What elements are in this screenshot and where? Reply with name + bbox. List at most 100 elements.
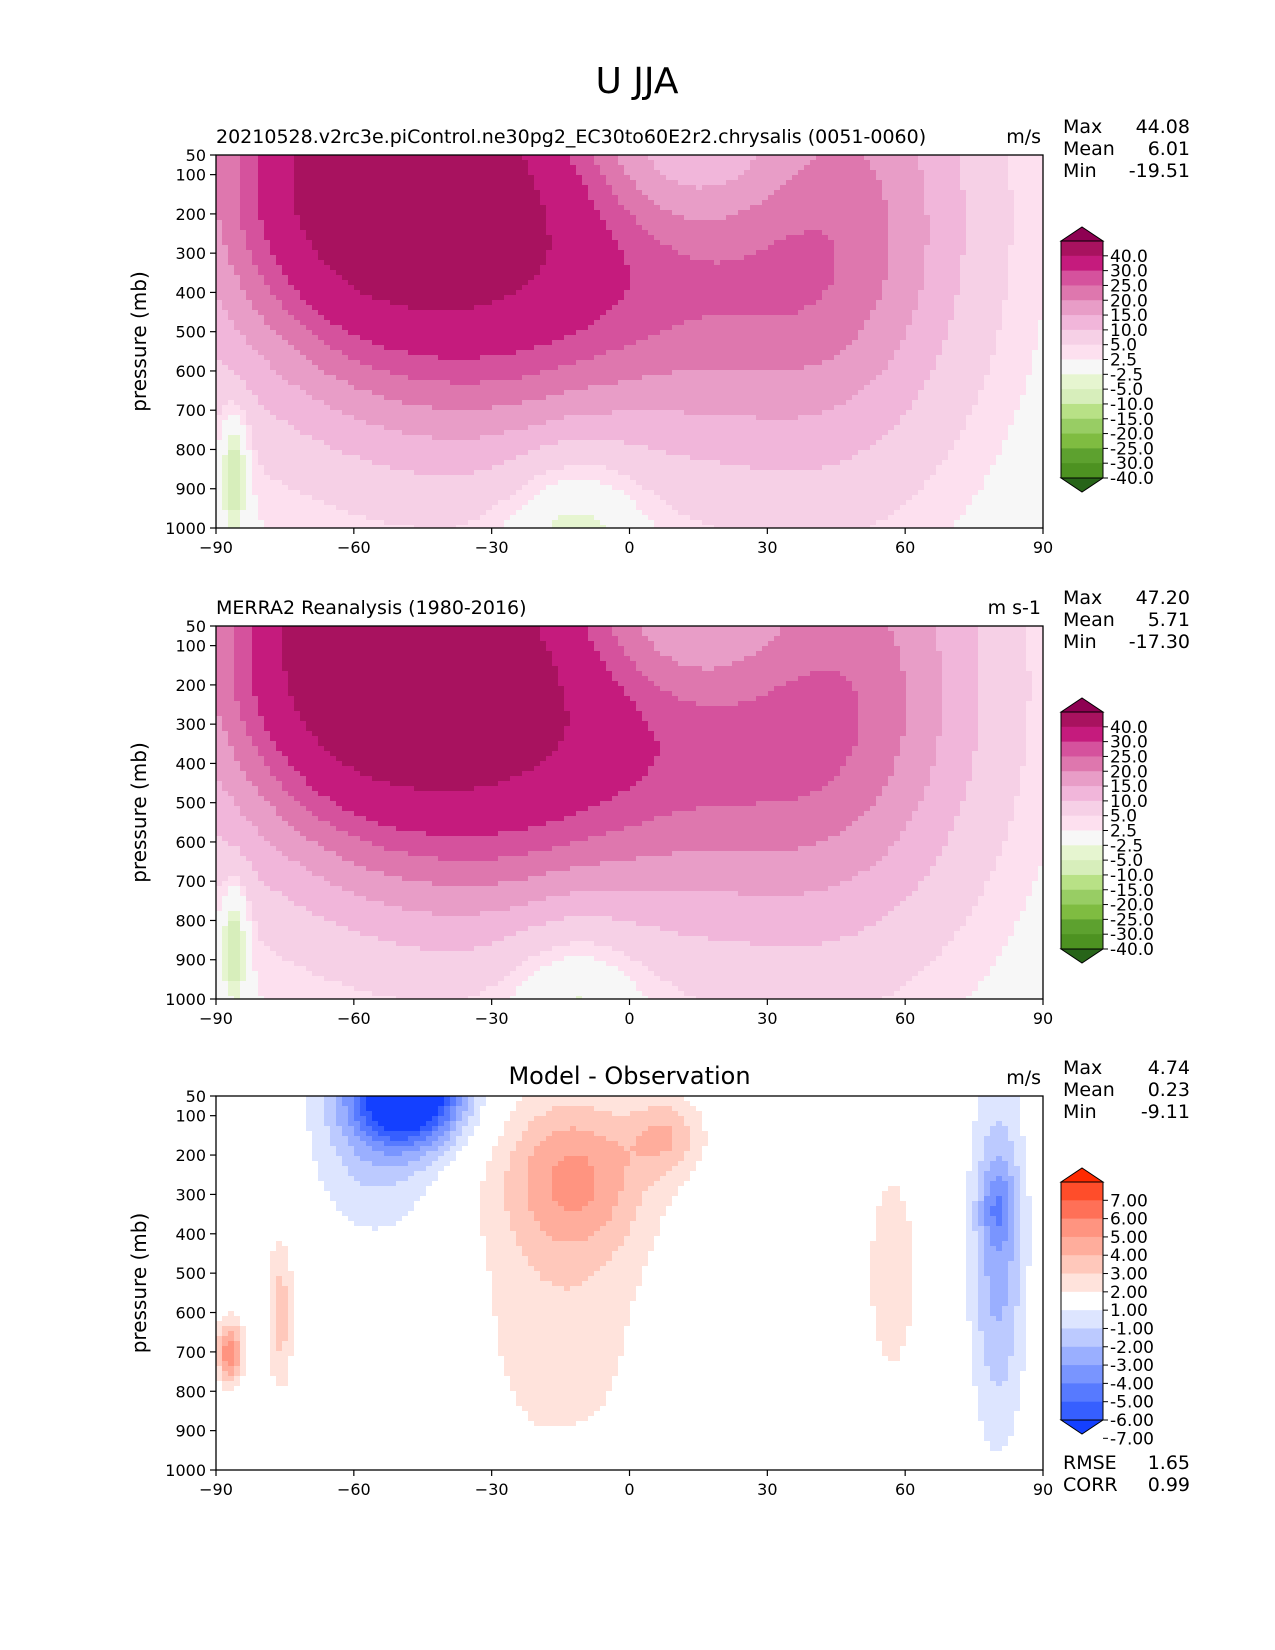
contour-cell bbox=[564, 305, 571, 311]
contour-cell bbox=[774, 250, 781, 256]
contour-cell bbox=[630, 290, 637, 296]
contour-cell bbox=[918, 320, 925, 326]
contour-cell bbox=[300, 270, 307, 276]
contour-cell bbox=[564, 245, 571, 251]
contour-cell bbox=[414, 185, 421, 191]
contour-cell bbox=[948, 310, 955, 316]
contour-cell bbox=[762, 210, 769, 216]
contour-cell bbox=[678, 310, 685, 316]
contour-cell bbox=[666, 175, 673, 181]
contour-cell bbox=[324, 305, 331, 311]
contour-cell bbox=[1014, 215, 1021, 221]
contour-cell bbox=[726, 300, 733, 306]
contour-cell bbox=[786, 175, 793, 181]
contour-cell bbox=[366, 280, 373, 286]
contour-cell bbox=[864, 190, 871, 196]
contour-cell bbox=[1002, 200, 1009, 206]
contour-cell bbox=[912, 190, 919, 196]
contour-cell bbox=[900, 310, 907, 316]
contour-cell bbox=[348, 275, 355, 281]
contour-cell bbox=[282, 315, 289, 321]
contour-cell bbox=[384, 205, 391, 211]
contour-cell bbox=[990, 195, 997, 201]
contour-cell bbox=[894, 255, 901, 261]
contour-cell bbox=[666, 230, 673, 236]
contour-cell bbox=[594, 180, 601, 186]
contour-cell bbox=[540, 330, 547, 336]
contour-cell bbox=[456, 265, 463, 271]
contour-cell bbox=[246, 260, 253, 266]
contour-cell bbox=[762, 155, 769, 161]
contour-cell bbox=[762, 265, 769, 271]
contour-cell bbox=[1026, 190, 1033, 196]
contour-cell bbox=[642, 315, 649, 321]
contour-cell bbox=[630, 310, 637, 316]
contour-cell bbox=[270, 290, 277, 296]
contour-cell bbox=[786, 170, 793, 176]
contour-cell bbox=[264, 220, 271, 226]
contour-cell bbox=[876, 225, 883, 231]
contour-cell bbox=[528, 165, 535, 171]
contour-cell bbox=[378, 245, 385, 251]
contour-cell bbox=[312, 320, 319, 326]
contour-cell bbox=[360, 175, 367, 181]
contour-cell bbox=[792, 265, 799, 271]
contour-cell bbox=[810, 190, 817, 196]
contour-cell bbox=[378, 290, 385, 296]
contour-cell bbox=[798, 225, 805, 231]
contour-cell bbox=[558, 190, 565, 196]
contour-cell bbox=[216, 245, 223, 251]
contour-cell bbox=[1002, 325, 1009, 331]
contour-cell bbox=[864, 290, 871, 296]
contour-cell bbox=[708, 285, 715, 291]
contour-cell bbox=[426, 300, 433, 306]
contour-cell bbox=[396, 245, 403, 251]
contour-cell bbox=[330, 285, 337, 291]
contour-cell bbox=[660, 225, 667, 231]
contour-cell bbox=[294, 180, 301, 186]
contour-cell bbox=[852, 240, 859, 246]
contour-cell bbox=[1008, 305, 1015, 311]
contour-cell bbox=[732, 200, 739, 206]
contour-cell bbox=[726, 325, 733, 331]
contour-cell bbox=[228, 210, 235, 216]
contour-cell bbox=[450, 330, 457, 336]
contour-cell bbox=[936, 200, 943, 206]
contour-cell bbox=[402, 275, 409, 281]
contour-cell bbox=[648, 190, 655, 196]
contour-cell bbox=[900, 325, 907, 331]
contour-cell bbox=[912, 285, 919, 291]
contour-cell bbox=[984, 290, 991, 296]
contour-cell bbox=[1002, 250, 1009, 256]
contour-cell bbox=[726, 255, 733, 261]
contour-cell bbox=[720, 240, 727, 246]
contour-cell bbox=[1008, 215, 1015, 221]
contour-cell bbox=[816, 275, 823, 281]
contour-cell bbox=[246, 225, 253, 231]
contour-cell bbox=[942, 325, 949, 331]
contour-cell bbox=[414, 190, 421, 196]
contour-cell bbox=[288, 255, 295, 261]
contour-cell bbox=[756, 210, 763, 216]
contour-cell bbox=[738, 160, 745, 166]
contour-cell bbox=[282, 165, 289, 171]
contour-cell bbox=[636, 275, 643, 281]
contour-cell bbox=[876, 255, 883, 261]
contour-cell bbox=[336, 175, 343, 181]
contour-cell bbox=[582, 325, 589, 331]
contour-cell bbox=[732, 280, 739, 286]
contour-cell bbox=[312, 330, 319, 336]
contour-cell bbox=[366, 295, 373, 301]
contour-cell bbox=[984, 205, 991, 211]
contour-cell bbox=[342, 260, 349, 266]
contour-cell bbox=[810, 320, 817, 326]
contour-cell bbox=[1020, 175, 1027, 181]
contour-cell bbox=[894, 325, 901, 331]
contour-cell bbox=[1014, 240, 1021, 246]
contour-cell bbox=[462, 255, 469, 261]
contour-cell bbox=[684, 300, 691, 306]
contour-cell bbox=[804, 170, 811, 176]
contour-cell bbox=[336, 335, 343, 341]
contour-cell bbox=[396, 300, 403, 306]
contour-cell bbox=[1038, 235, 1044, 241]
